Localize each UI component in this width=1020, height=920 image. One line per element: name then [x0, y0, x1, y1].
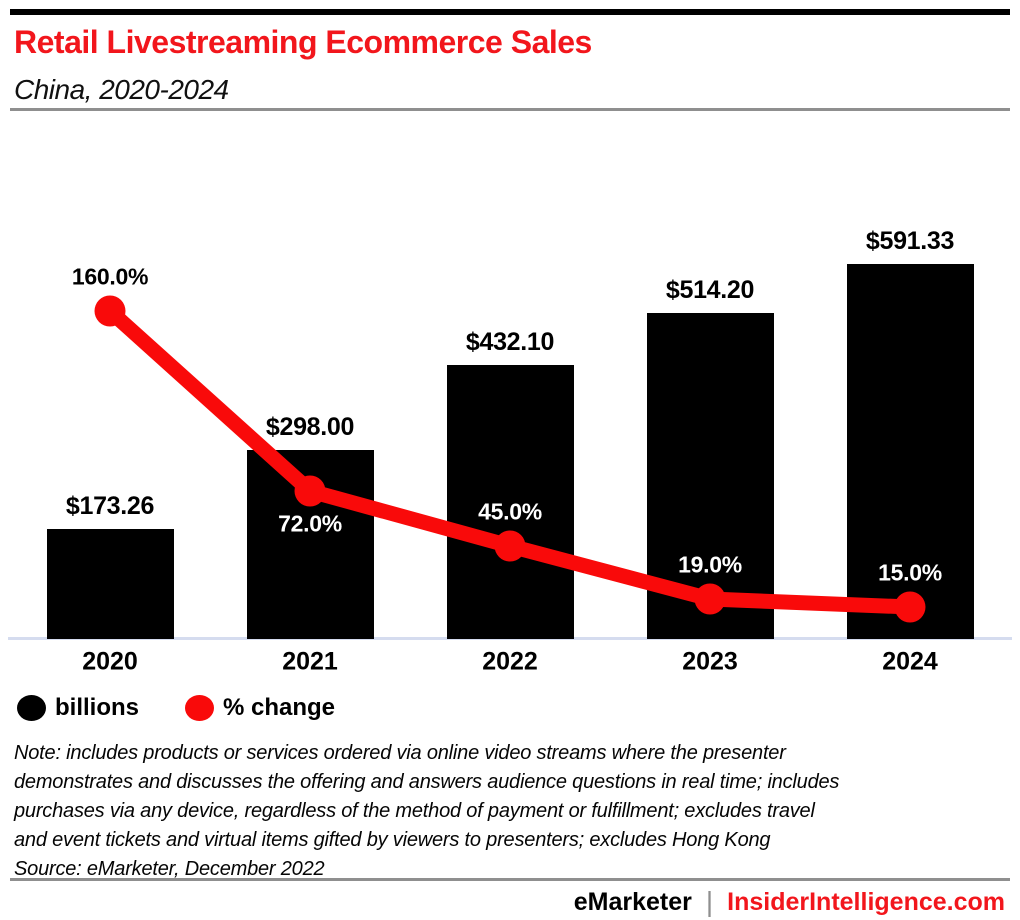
header-divider — [10, 108, 1010, 111]
note-line: purchases via any device, regardless of … — [14, 800, 815, 822]
x-axis-label-2021: 2021 — [282, 647, 338, 676]
footer-separator: | — [705, 886, 714, 917]
note-line: demonstrates and discusses the offering … — [14, 771, 840, 793]
line-point-marker — [94, 295, 126, 327]
x-axis-label-2022: 2022 — [482, 647, 538, 676]
legend: billions % change — [17, 694, 335, 722]
footer: eMarketer | InsiderIntelligence.com — [574, 886, 1005, 918]
note-line: Note: includes products or services orde… — [14, 742, 786, 764]
legend-swatch — [17, 695, 46, 721]
bar-value-label: $173.26 — [65, 492, 155, 520]
line-point-marker — [694, 583, 726, 615]
legend-label: billions — [55, 694, 139, 721]
note-line: and event tickets and virtual items gift… — [14, 829, 771, 851]
pct-value-label: 72.0% — [278, 510, 342, 537]
x-axis-label-2023: 2023 — [682, 647, 738, 676]
line-point-marker — [494, 530, 526, 562]
bar-value-label: $298.00 — [265, 413, 355, 441]
footer-brand: eMarketer — [573, 887, 692, 916]
line-point-marker — [894, 591, 926, 623]
line-point-marker — [294, 475, 326, 507]
bar-2022 — [446, 365, 574, 639]
legend-label: % change — [223, 694, 336, 721]
bar-2024 — [846, 264, 974, 639]
chart-title: Retail Livestreaming Ecommerce Sales — [14, 24, 592, 60]
chart-note: Note: includes products or services orde… — [14, 739, 1004, 884]
pct-value-label: 45.0% — [478, 498, 542, 525]
pct-value-label: 15.0% — [878, 559, 942, 586]
bar-2020 — [46, 529, 174, 639]
footer-divider — [10, 878, 1010, 881]
bar-value-label: $591.33 — [865, 227, 955, 255]
legend-swatch — [185, 695, 214, 721]
chart-subtitle: China, 2020-2024 — [14, 74, 229, 105]
x-axis-label-2020: 2020 — [82, 647, 138, 676]
legend-item-billions: billions — [17, 694, 139, 722]
footer-site: InsiderIntelligence.com — [727, 887, 1005, 916]
source-line: Source: eMarketer, December 2022 — [14, 858, 325, 880]
bar-value-label: $432.10 — [465, 328, 555, 356]
bar-value-label: $514.20 — [665, 276, 755, 304]
legend-item-change: % change — [185, 694, 335, 722]
x-axis-label-2024: 2024 — [882, 647, 938, 676]
pct-value-label: 19.0% — [678, 551, 742, 578]
pct-value-label: 160.0% — [71, 263, 149, 290]
top-accent-bar — [10, 9, 1010, 15]
